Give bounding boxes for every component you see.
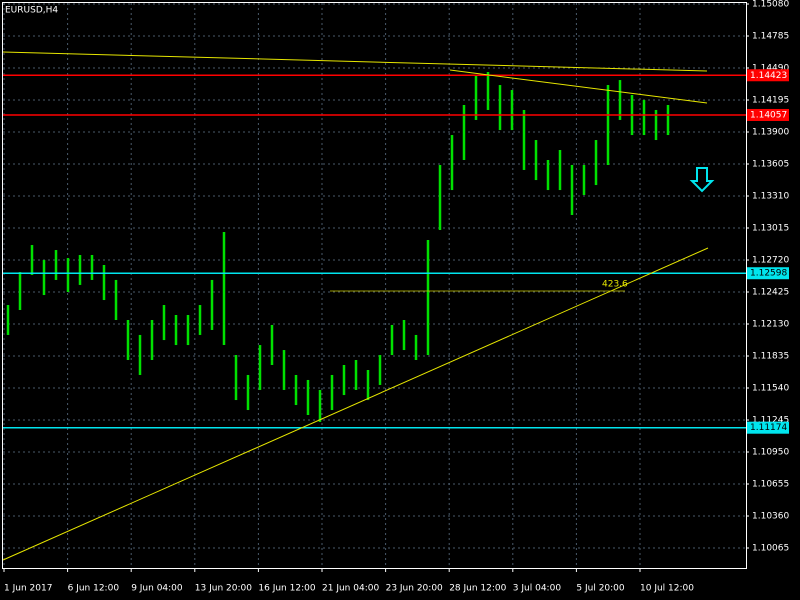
y-tick-label: 1.12425 (752, 288, 789, 298)
y-tick-label: 1.12130 (752, 320, 789, 330)
y-tick-label: 1.13900 (752, 128, 789, 138)
sell-arrow (689, 167, 715, 193)
plot-frame (2, 2, 747, 569)
y-tick-label: 1.11540 (752, 384, 789, 394)
x-tick-label: 9 Jun 04:00 (131, 584, 183, 594)
level-tag (747, 108, 789, 121)
y-tick-label: 1.13015 (752, 224, 789, 234)
y-tick-label: 1.10655 (752, 480, 789, 490)
x-tick-label: 5 Jul 20:00 (576, 584, 625, 594)
y-tick-label: 1.13605 (752, 160, 789, 170)
y-tick-label: 1.10360 (752, 512, 789, 522)
level-label: 1.14423 (750, 71, 787, 81)
x-tick-label: 16 Jun 12:00 (258, 584, 315, 594)
level-label: 1.12598 (750, 269, 787, 279)
level-label: 1.14057 (750, 110, 787, 120)
y-tick-label: 1.11835 (752, 352, 789, 362)
y-tick-label: 1.15080 (752, 0, 789, 10)
x-tick-label: 3 Jul 04:00 (513, 584, 562, 594)
level-label: 1.11174 (750, 423, 787, 433)
trend-line (449, 69, 708, 104)
y-tick-label: 1.13310 (752, 192, 789, 202)
y-tick-label: 1.14785 (752, 32, 789, 42)
fibo-label: 423.6 (602, 280, 628, 290)
level-tag (747, 421, 789, 434)
y-tick-label: 1.10065 (752, 544, 789, 554)
x-tick-label: 21 Jun 04:00 (322, 584, 379, 594)
y-tick-label: 1.14490 (752, 64, 789, 74)
y-tick-label: 1.11245 (752, 416, 789, 426)
trend-line (2, 247, 709, 561)
trend-line (2, 51, 708, 72)
x-tick-label: 13 Jun 20:00 (195, 584, 252, 594)
x-tick-label: 10 Jul 12:00 (640, 584, 694, 594)
level-tag (747, 267, 789, 280)
y-tick-label: 1.10950 (752, 448, 789, 458)
y-tick-label: 1.12720 (752, 256, 789, 266)
x-tick-label: 23 Jun 20:00 (386, 584, 443, 594)
symbol-title: EURUSD,H4 (5, 6, 58, 16)
x-tick-label: 6 Jun 12:00 (68, 584, 120, 594)
x-tick-label: 1 Jun 2017 (4, 584, 52, 594)
x-tick-label: 28 Jun 12:00 (449, 584, 506, 594)
y-tick-label: 1.14195 (752, 96, 789, 106)
level-tag (747, 69, 789, 82)
